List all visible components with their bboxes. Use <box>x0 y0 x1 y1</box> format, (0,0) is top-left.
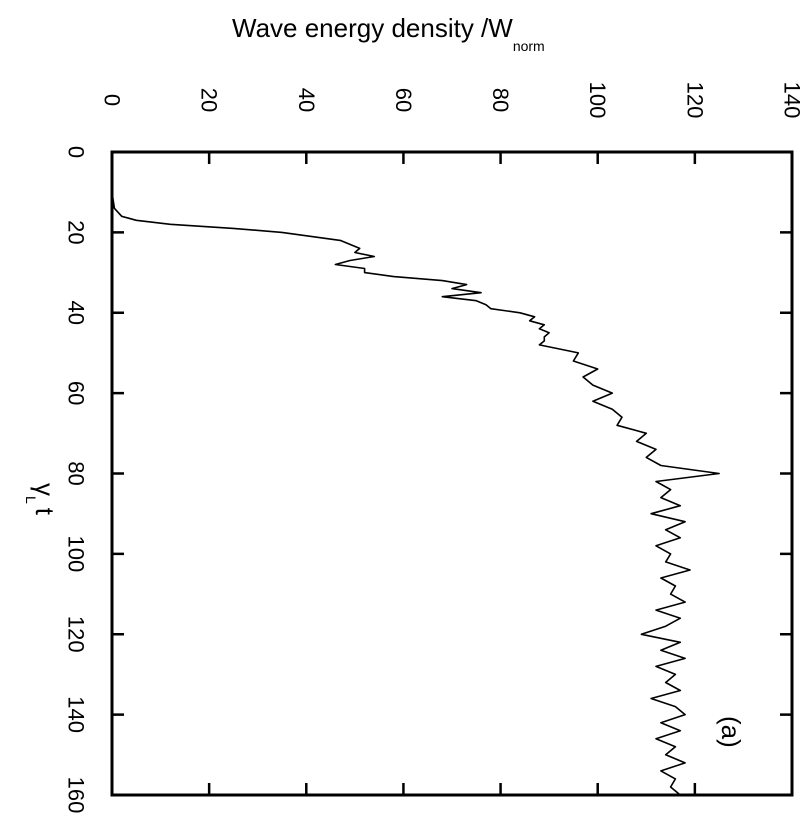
y-tick-label: 120 <box>682 82 707 119</box>
x-tick-label: 80 <box>64 461 89 485</box>
x-tick-label: 120 <box>64 616 89 653</box>
x-tick-label: 140 <box>64 696 89 733</box>
series-line <box>111 152 720 796</box>
x-tick-label: 0 <box>64 146 89 158</box>
y-tick-label: 100 <box>585 82 610 119</box>
y-axis-title: Wave energy density /Wnorm <box>232 13 545 54</box>
x-tick-label: 20 <box>64 220 89 244</box>
axis-ticks <box>110 150 794 797</box>
y-tick-label: 0 <box>100 94 125 106</box>
y-tick-label: 80 <box>488 88 513 112</box>
y-tick-label: 60 <box>391 88 416 112</box>
tick-labels: 0 20 40 60 80 100 120 140 0 20 40 60 80 100 120 140 160 <box>64 82 805 814</box>
y-tick-label: 40 <box>294 88 319 112</box>
y-tick-label: 140 <box>780 82 805 119</box>
y-tick-label: 20 <box>197 88 222 112</box>
x-tick-label: 100 <box>64 536 89 573</box>
x-tick-label: 40 <box>64 301 89 325</box>
plot-frame <box>110 150 794 797</box>
x-tick-label: 60 <box>64 381 89 405</box>
x-axis-title: γLt <box>23 483 60 516</box>
panel-label: (a) <box>716 716 746 748</box>
x-tick-label: 160 <box>64 777 89 814</box>
